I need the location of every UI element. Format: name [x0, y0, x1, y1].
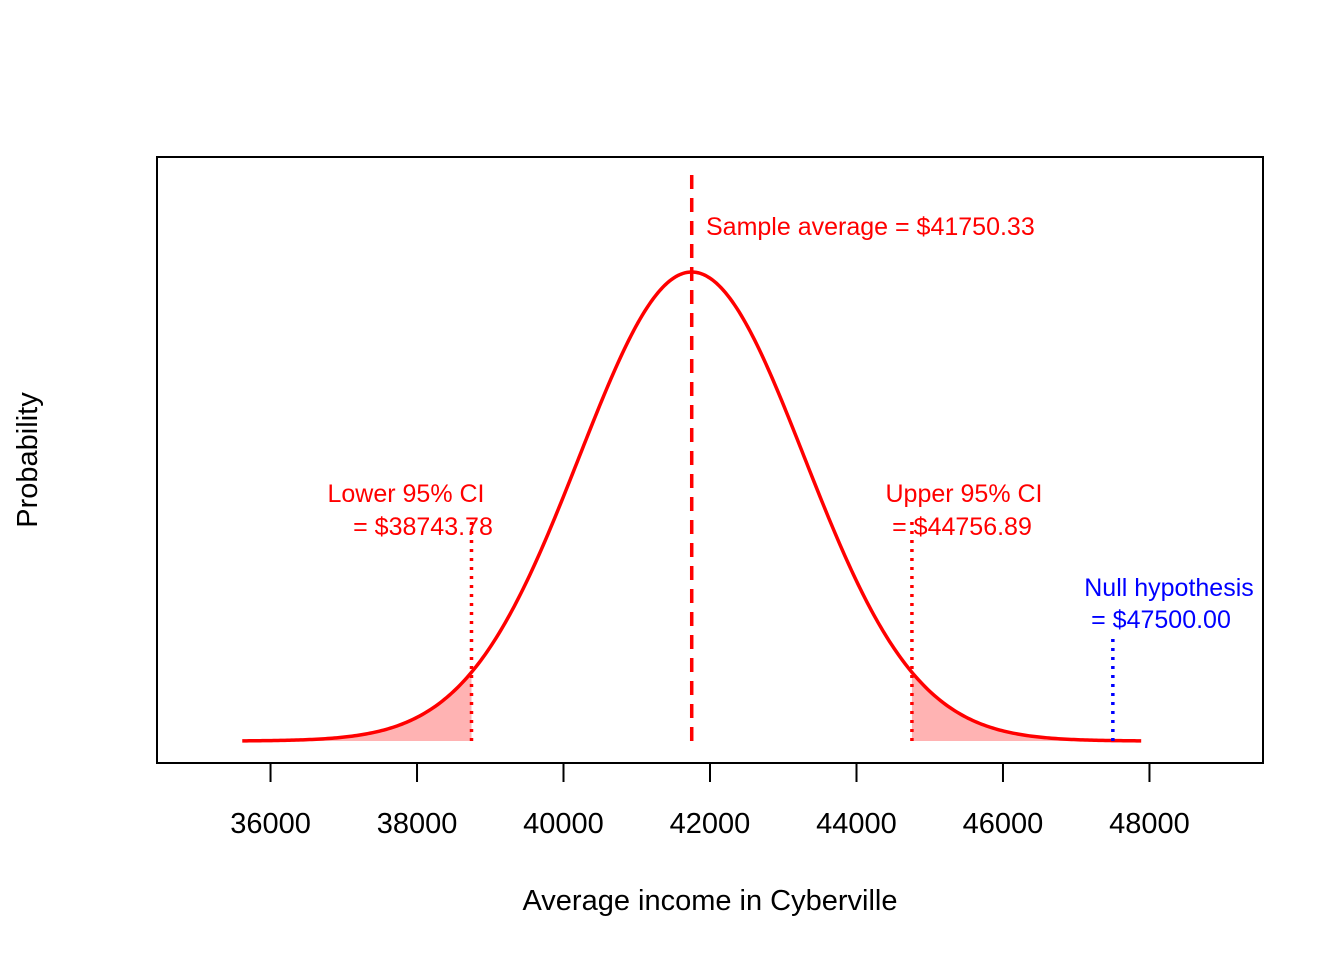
plot-frame: [156, 156, 1264, 764]
x-tick-label: 44000: [816, 808, 897, 840]
null-hypothesis-label-line1: Null hypothesis: [1084, 574, 1254, 602]
lower-ci-label-line2: = $38743.78: [353, 513, 493, 541]
lower-ci-label-line1: Lower 95% CI: [327, 480, 484, 508]
null-hypothesis-label-line2: = $47500.00: [1091, 606, 1231, 634]
x-tick-label: 38000: [377, 808, 458, 840]
sample-average-label: Sample average = $41750.33: [706, 213, 1035, 241]
y-axis-title: Probability: [12, 392, 44, 528]
x-tick-label: 40000: [523, 808, 604, 840]
upper-tail-shade: [911, 672, 1142, 741]
x-tick-label: 46000: [963, 808, 1044, 840]
x-axis-title: Average income in Cyberville: [522, 885, 897, 917]
upper-ci-label-line2: = $44756.89: [892, 513, 1032, 541]
x-tick-label: 36000: [230, 808, 311, 840]
x-tick-label: 48000: [1109, 808, 1190, 840]
lower-tail-shade: [242, 672, 472, 741]
x-axis-ticks: 36000 38000 40000 42000 44000 46000 48000: [230, 763, 1190, 840]
x-tick-label: 42000: [670, 808, 751, 840]
upper-ci-label-line1: Upper 95% CI: [885, 480, 1042, 508]
